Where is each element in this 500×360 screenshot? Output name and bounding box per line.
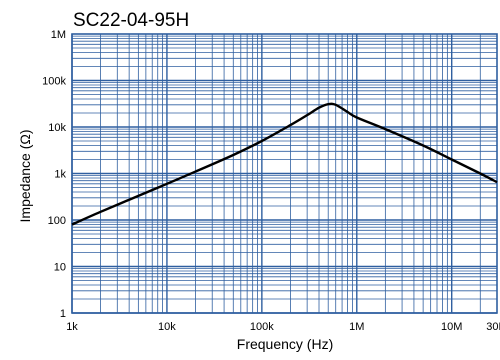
y-tick-label: 10k xyxy=(48,122,66,134)
y-tick-label: 1M xyxy=(51,29,66,41)
y-tick-label: 100k xyxy=(42,76,66,88)
tick-labels: 1k 10k 100k 1M 10M 30M 1 10 100 1k 10k 100k 1M xyxy=(42,29,500,333)
x-axis-label: Frequency (Hz) xyxy=(237,336,333,352)
chart-title: SC22-04-95H xyxy=(73,10,189,31)
y-axis-label: Impedance (Ω) xyxy=(17,130,33,223)
y-tick-label: 10 xyxy=(54,262,66,274)
x-tick-label: 1k xyxy=(66,321,78,333)
series-line-impedance xyxy=(71,102,498,226)
plot-frame xyxy=(71,33,498,314)
x-tick-label: 10M xyxy=(441,321,462,333)
grid-lines xyxy=(71,34,498,314)
x-tick-label: 1M xyxy=(349,321,364,333)
y-tick-label: 1k xyxy=(54,169,66,181)
x-tick-label: 10k xyxy=(158,321,176,333)
y-tick-label: 1 xyxy=(60,308,66,320)
x-tick-label: 30M xyxy=(486,321,500,333)
x-tick-label: 100k xyxy=(250,321,274,333)
y-tick-label: 100 xyxy=(48,215,66,227)
